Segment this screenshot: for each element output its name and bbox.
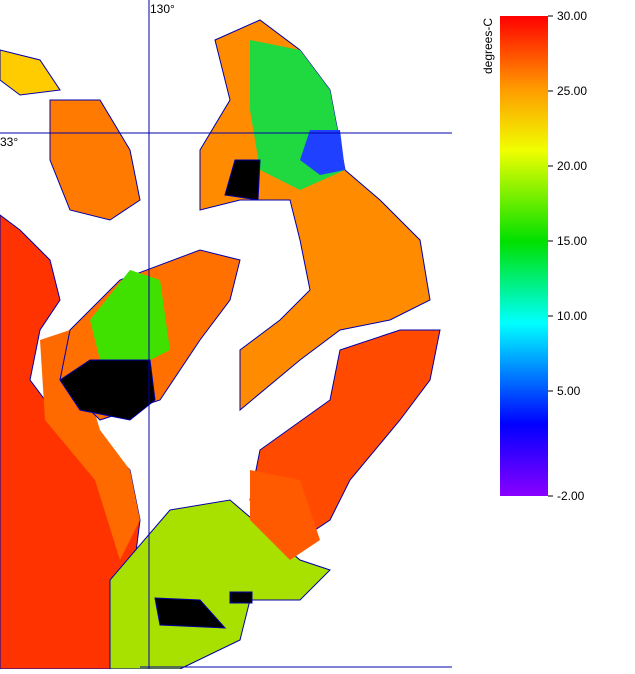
colorbar-tick-label: 20.00 (557, 159, 587, 173)
colorbar-tick-label: -2.00 (557, 489, 585, 503)
sea-south-warm (250, 470, 320, 560)
sea-inland-green (90, 270, 170, 360)
longitude-label: 130° (150, 2, 175, 16)
sea-north-cold (300, 130, 345, 175)
colorbar-tick-label: 30.00 (557, 9, 587, 23)
latitude-label: 33° (0, 135, 18, 149)
ice-patch-4 (229, 591, 253, 604)
colorbar-tick-label: 25.00 (557, 84, 587, 98)
colorbar-tick-label: 10.00 (557, 309, 587, 323)
colorbar-label: degrees-C (481, 18, 495, 74)
colorbar (500, 16, 548, 496)
graticule (0, 0, 452, 669)
ice-patch-1 (59, 359, 156, 421)
sea-surface (0, 19, 441, 670)
colorbar-tick-label: 15.00 (557, 234, 587, 248)
sea-bay-north (49, 99, 141, 221)
colorbar-tick-label: 5.00 (557, 384, 581, 398)
sea-northwest (0, 49, 61, 96)
ice-patch-2 (224, 159, 261, 201)
ice-patch-3 (154, 597, 227, 629)
